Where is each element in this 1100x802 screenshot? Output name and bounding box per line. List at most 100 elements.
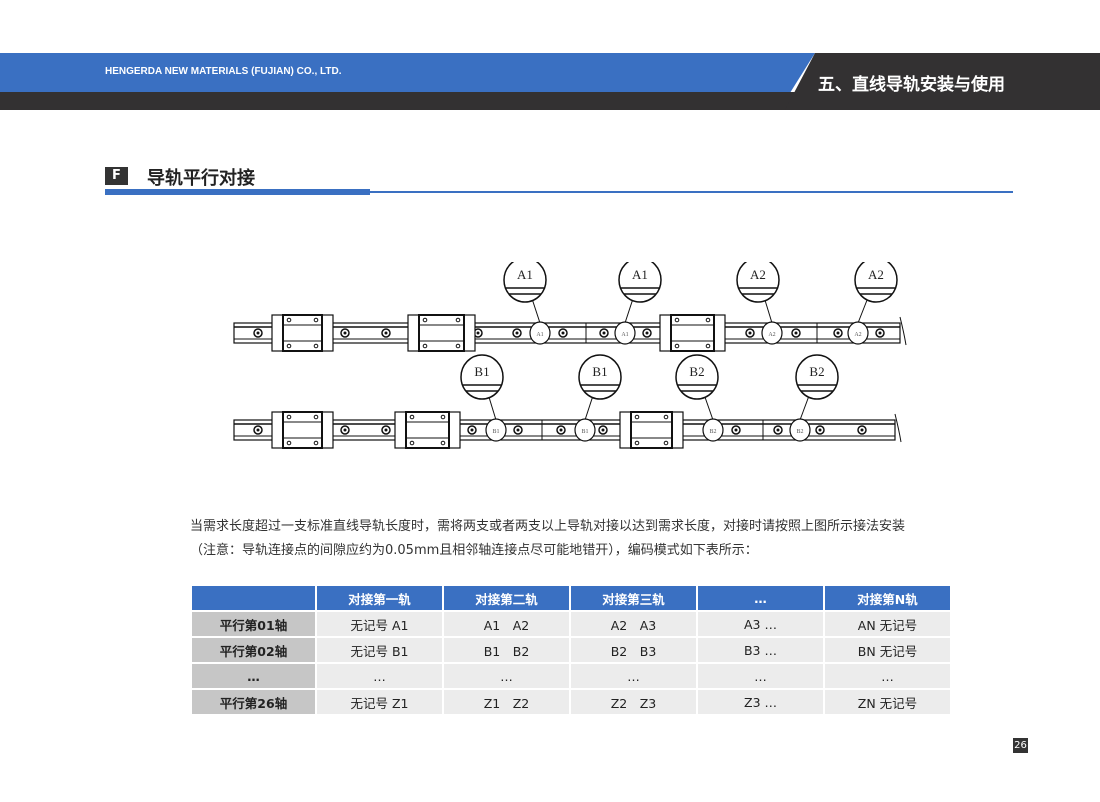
break-line xyxy=(899,316,907,346)
table-cell: 无记号 Z1 xyxy=(315,688,444,716)
bolt-center xyxy=(256,428,260,432)
mark-label: A2 xyxy=(768,332,775,338)
bolt-center xyxy=(516,428,520,432)
bolt-center xyxy=(818,428,822,432)
bolt-center xyxy=(559,428,563,432)
table-row: 平行第02轴 无记号 B1 B1 B2 B2 B3 B3 … BN 无记号 xyxy=(190,636,952,664)
bolt-center xyxy=(776,428,780,432)
bubble-label: A1 xyxy=(632,267,648,282)
carriage-screw xyxy=(286,317,292,323)
mark-circle xyxy=(761,321,783,345)
carriage-screw xyxy=(422,343,428,349)
detail-bubble xyxy=(618,262,662,303)
description-line-1: 当需求长度超过一支标准直线导轨长度时，需将两支或者两支以上导轨对接以达到需求长度… xyxy=(190,519,906,534)
table-header: 对接第三轨 xyxy=(569,584,698,612)
carriage-screw xyxy=(634,414,640,420)
table-cell: B2 B3 xyxy=(569,636,698,664)
mark-circle xyxy=(574,418,596,442)
carriage-screw xyxy=(313,414,319,420)
bolt-center xyxy=(476,331,480,335)
carriage-screw xyxy=(286,343,292,349)
detail-bubble xyxy=(795,354,839,400)
section-underline xyxy=(105,189,370,195)
carriage-screw xyxy=(440,414,446,420)
table-cell: Z1 Z2 xyxy=(442,688,571,716)
table-row: 平行第01轴 无记号 A1 A1 A2 A2 A3 A3 … AN 无记号 xyxy=(190,610,952,638)
bolt-center xyxy=(748,331,752,335)
bolt-center xyxy=(561,331,565,335)
bolt-center xyxy=(343,331,347,335)
bolt-center xyxy=(860,428,864,432)
mark-label: A1 xyxy=(536,332,543,338)
table-header xyxy=(190,584,317,612)
carriage-screw xyxy=(674,343,680,349)
carriage-screw xyxy=(409,440,415,446)
table-cell: 无记号 A1 xyxy=(315,610,444,638)
carriage-screw xyxy=(313,440,319,446)
description-line-2: （注意：导轨连接点的间隙应约为0.05mm且相邻轴连接点尽可能地错开），编码模式… xyxy=(190,543,758,558)
table-cell: … xyxy=(823,662,952,690)
carriage-screw xyxy=(705,317,711,323)
bolt-center xyxy=(470,428,474,432)
page-number: 26 xyxy=(1013,738,1028,753)
mark-label: A2 xyxy=(854,332,861,338)
detail-bubble xyxy=(578,354,622,400)
carriage-screw xyxy=(663,414,669,420)
bolt-center xyxy=(343,428,347,432)
bolt-center xyxy=(734,428,738,432)
mark-circle xyxy=(789,418,811,442)
row-header: 平行第26轴 xyxy=(190,688,317,716)
carriage-screw xyxy=(705,343,711,349)
bolt-center xyxy=(878,331,882,335)
table-header-row: 对接第一轨 对接第二轨 对接第三轨 … 对接第N轨 xyxy=(190,584,952,612)
bubble-label: B2 xyxy=(689,364,704,379)
mark-label: B1 xyxy=(581,429,588,435)
carriage-screw xyxy=(286,414,292,420)
company-name: HENGERDA NEW MATERIALS (FUJIAN) CO., LTD… xyxy=(105,66,342,77)
table-cell: Z2 Z3 xyxy=(569,688,698,716)
bubble-label: A1 xyxy=(517,267,533,282)
section-rule xyxy=(370,191,1013,193)
section-letter: F xyxy=(105,167,128,185)
mark-label: A1 xyxy=(621,332,628,338)
carriage-screw xyxy=(313,343,319,349)
table-header: 对接第N轨 xyxy=(823,584,952,612)
table-cell: Z3 … xyxy=(696,688,825,716)
table-header: 对接第二轨 xyxy=(442,584,571,612)
bolt-center xyxy=(601,428,605,432)
carriage-screw xyxy=(634,440,640,446)
row-header: 平行第01轴 xyxy=(190,610,317,638)
bubble-label: B1 xyxy=(592,364,607,379)
carriage-screw xyxy=(286,440,292,446)
bolt-center xyxy=(384,428,388,432)
bolt-center xyxy=(836,331,840,335)
bubble-label: B2 xyxy=(809,364,824,379)
detail-bubble xyxy=(736,262,780,303)
table-cell: … xyxy=(696,662,825,690)
table-cell: A1 A2 xyxy=(442,610,571,638)
detail-bubble xyxy=(460,354,504,400)
carriage-screw xyxy=(409,414,415,420)
table-header: 对接第一轨 xyxy=(315,584,444,612)
section-title: 导轨平行对接 xyxy=(147,168,255,189)
detail-bubble xyxy=(854,262,898,303)
table-cell: A3 … xyxy=(696,610,825,638)
table-cell: … xyxy=(442,662,571,690)
mark-label: B2 xyxy=(796,429,803,435)
mark-circle xyxy=(614,321,636,345)
carriage-screw xyxy=(455,317,461,323)
rail-joint-diagram: A1 A1 A1 A1 A2 A2 A2 A2 B1 B1 B1 B1 B2 B2 B2 B2 xyxy=(233,262,907,449)
chapter-title: 五、直线导轨安装与使用 xyxy=(818,75,1005,95)
table-cell: A2 A3 xyxy=(569,610,698,638)
break-line xyxy=(894,413,902,443)
table-header: … xyxy=(696,584,825,612)
chapter-panel xyxy=(785,53,1100,110)
carriage-screw xyxy=(663,440,669,446)
mark-label: B1 xyxy=(492,429,499,435)
carriage-screw xyxy=(440,440,446,446)
table-cell: B1 B2 xyxy=(442,636,571,664)
table-cell: B3 … xyxy=(696,636,825,664)
row-header: … xyxy=(190,662,317,690)
table-row: ……………… xyxy=(190,662,952,690)
table-cell: … xyxy=(315,662,444,690)
